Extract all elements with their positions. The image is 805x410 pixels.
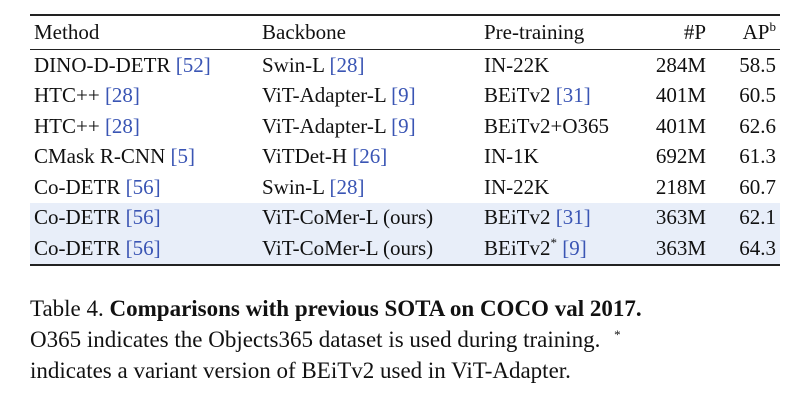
cell-pretraining: BEiTv2+O365	[480, 111, 642, 142]
header-method: Method	[34, 20, 100, 44]
pretrain-name: IN-22K	[484, 174, 550, 199]
table-caption: Table 4. Comparisons with previous SOTA …	[30, 293, 790, 386]
caption-label: Table 4.	[30, 296, 104, 321]
cell-ap: 58.5	[739, 52, 776, 77]
table-body: DINO-D-DETR [52] Swin-L [28] IN-22K 284M 58…	[30, 50, 780, 265]
backbone-citation: [26]	[352, 144, 388, 169]
table-row: Co-DETR [56] Swin-L [28] IN-22K 218M 60.7	[30, 172, 780, 203]
pretrain-name: BEiTv2	[484, 205, 551, 230]
caption-line-1: Table 4. Comparisons with previous SOTA …	[30, 293, 790, 324]
header-ap-label: AP	[742, 20, 770, 44]
backbone-name: ViT-Adapter-L	[262, 83, 386, 108]
table-row: Co-DETR [56] ViT-CoMer-L (ours) BEiTv2 [3…	[30, 202, 780, 233]
method-citation: [52]	[175, 52, 211, 77]
backbone-name: Swin-L	[262, 174, 325, 199]
cell-method: Co-DETR [56]	[30, 233, 258, 265]
caption-title: Comparisons with previous SOTA on COCO v…	[109, 296, 642, 321]
cell-params: 692M	[655, 144, 706, 169]
header-params: #P	[683, 20, 706, 44]
backbone-name: Swin-L	[262, 52, 325, 77]
cell-params: 284M	[655, 52, 706, 77]
backbone-name: ViT-CoMer-L (ours)	[262, 235, 434, 260]
backbone-citation: [9]	[391, 113, 416, 138]
cell-backbone: ViT-Adapter-L [9]	[258, 111, 480, 142]
caption-o365-note: O365 indicates the Objects365 dataset is…	[30, 327, 601, 352]
cell-backbone: Swin-L [28]	[258, 172, 480, 203]
cell-method: Co-DETR [56]	[30, 172, 258, 203]
table-row: HTC++ [28] ViT-Adapter-L [9] BEiTv2+O365 4…	[30, 111, 780, 142]
pretrain-name: IN-1K	[484, 144, 539, 169]
method-name: HTC++	[34, 113, 100, 138]
cell-method: HTC++ [28]	[30, 81, 258, 112]
table-header-row: Method Backbone Pre-training #P APb	[30, 15, 780, 50]
backbone-name: ViT-Adapter-L	[262, 113, 386, 138]
cell-ap: 62.6	[739, 113, 776, 138]
caption-line-3: indicates a variant version of BEiTv2 us…	[30, 358, 571, 383]
backbone-name: ViTDet-H	[262, 144, 348, 169]
pretrain-citation: [31]	[555, 83, 591, 108]
cell-pretraining: IN-22K	[480, 172, 642, 203]
cell-params: 401M	[655, 113, 706, 138]
cell-backbone: ViT-CoMer-L (ours)	[258, 202, 480, 233]
header-ap: APb	[710, 15, 780, 50]
cell-method: DINO-D-DETR [52]	[30, 50, 258, 81]
method-name: Co-DETR	[34, 205, 121, 230]
method-name: Co-DETR	[34, 235, 121, 260]
method-citation: [5]	[170, 144, 196, 169]
method-citation: [56]	[125, 174, 161, 199]
cell-method: HTC++ [28]	[30, 111, 258, 142]
backbone-name: ViT-CoMer-L (ours)	[262, 205, 434, 230]
cell-pretraining: BEiTv2 [31]	[480, 81, 642, 112]
caption-star: *	[614, 327, 621, 342]
table-row: CMask R-CNN [5] ViTDet-H [26] IN-1K 692M 61…	[30, 142, 780, 173]
method-citation: [28]	[104, 113, 140, 138]
sota-comparison-table: Method Backbone Pre-training #P APb DINO…	[30, 14, 780, 266]
cell-pretraining: BEiTv2* [9]	[480, 233, 642, 265]
cell-params: 363M	[642, 202, 710, 233]
results-table-container: Method Backbone Pre-training #P APb DINO…	[30, 14, 780, 266]
pretrain-name: BEiTv2+O365	[484, 113, 610, 138]
cell-ap: 64.3	[710, 233, 780, 265]
cell-backbone: ViT-CoMer-L (ours)	[258, 233, 480, 265]
pretrain-superscript: *	[550, 234, 558, 250]
cell-backbone: Swin-L [28]	[258, 50, 480, 81]
cell-ap: 60.5	[739, 83, 776, 108]
method-name: Co-DETR	[34, 174, 121, 199]
caption-line-2: O365 indicates the Objects365 dataset is…	[30, 324, 790, 355]
method-citation: [28]	[104, 83, 140, 108]
cell-params: 218M	[655, 174, 706, 199]
pretrain-name: BEiTv2	[484, 83, 551, 108]
method-name: HTC++	[34, 83, 100, 108]
backbone-citation: [28]	[329, 174, 365, 199]
cell-backbone: ViT-Adapter-L [9]	[258, 81, 480, 112]
cell-method: Co-DETR [56]	[30, 202, 258, 233]
cell-params: 363M	[642, 233, 710, 265]
cell-params: 401M	[655, 83, 706, 108]
table-row: Co-DETR [56] ViT-CoMer-L (ours) BEiTv2* […	[30, 233, 780, 265]
cell-pretraining: IN-22K	[480, 50, 642, 81]
pretrain-citation: [31]	[555, 205, 591, 230]
method-citation: [56]	[125, 235, 161, 260]
header-ap-superscript: b	[769, 19, 777, 34]
method-name: CMask R-CNN	[34, 144, 166, 169]
header-backbone: Backbone	[262, 20, 346, 44]
backbone-citation: [9]	[391, 83, 416, 108]
cell-ap: 60.7	[739, 174, 776, 199]
header-pretraining: Pre-training	[484, 20, 585, 44]
pretrain-name: IN-22K	[484, 52, 550, 77]
method-name: DINO-D-DETR	[34, 52, 171, 77]
cell-ap: 62.1	[710, 202, 780, 233]
method-citation: [56]	[125, 205, 161, 230]
cell-method: CMask R-CNN [5]	[30, 142, 258, 173]
backbone-citation: [28]	[329, 52, 365, 77]
table-row: DINO-D-DETR [52] Swin-L [28] IN-22K 284M 58…	[30, 50, 780, 81]
pretrain-citation: [9]	[562, 235, 587, 260]
table-row: HTC++ [28] ViT-Adapter-L [9] BEiTv2 [31] 40…	[30, 81, 780, 112]
cell-pretraining: IN-1K	[480, 142, 642, 173]
pretrain-name: BEiTv2	[484, 235, 551, 260]
cell-pretraining: BEiTv2 [31]	[480, 202, 642, 233]
cell-ap: 61.3	[739, 144, 776, 169]
cell-backbone: ViTDet-H [26]	[258, 142, 480, 173]
